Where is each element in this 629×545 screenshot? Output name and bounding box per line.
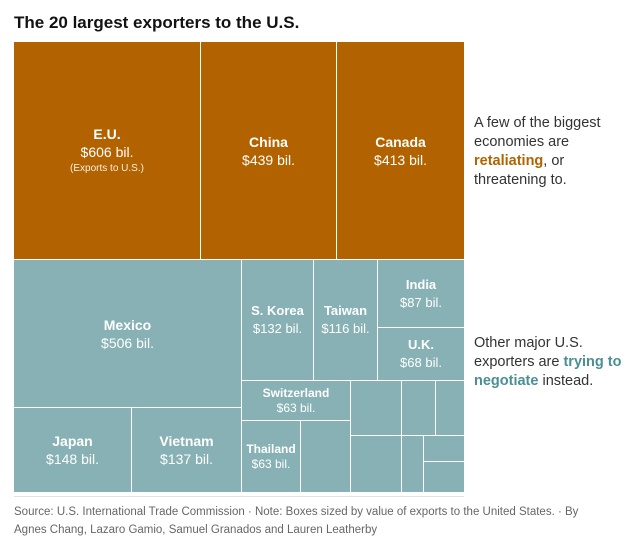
- tile-value: $116 bil.: [321, 321, 370, 336]
- annotation-text: instead.: [538, 373, 594, 389]
- tile-unlabeled: [301, 421, 351, 493]
- tile-label: China: [249, 133, 288, 150]
- tile-label: India: [405, 276, 437, 292]
- tile-uk: U.K. $68 bil.: [378, 328, 465, 381]
- tile-value: $148 bil.: [46, 451, 99, 467]
- tile-label: S. Korea: [251, 303, 304, 318]
- annotation-highlight: trying to negotiate: [474, 354, 622, 389]
- treemap: E.U. $606 bil. (Exports to U.S.) China $…: [14, 42, 465, 493]
- tile-value: $63 bil.: [251, 456, 291, 471]
- tile-china: China $439 bil.: [201, 42, 337, 260]
- tile-eu: E.U. $606 bil. (Exports to U.S.): [14, 42, 201, 260]
- tile-label: Japan: [52, 433, 93, 449]
- tile-label: Taiwan: [323, 303, 368, 318]
- tile-mexico: Mexico $506 bil.: [14, 260, 242, 408]
- tile-label: Canada: [375, 133, 426, 150]
- tile-label: Switzerland: [262, 385, 330, 400]
- chart-title: The 20 largest exporters to the U.S.: [14, 13, 300, 32]
- annotation-text: , or threatening to.: [474, 153, 567, 188]
- source-note: Source: U.S. International Trade Commiss…: [14, 506, 579, 536]
- tile-unlabeled: [351, 436, 402, 493]
- tile-thailand: Thailand $63 bil.: [242, 421, 301, 493]
- tile-value: $137 bil.: [160, 451, 213, 467]
- tile-unlabeled: [351, 381, 402, 436]
- tile-value: $439 bil.: [242, 151, 295, 168]
- annotation-text: Other major U.S. exporters are: [474, 335, 583, 370]
- tile-label: Mexico: [103, 316, 152, 333]
- tile-s-korea: S. Korea $132 bil.: [242, 260, 314, 381]
- tile-label: U.K.: [408, 337, 434, 352]
- tile-value: $506 bil.: [101, 334, 154, 351]
- tile-value: $68 bil.: [400, 355, 442, 370]
- tile-unlabeled: [424, 436, 465, 462]
- tile-label: Vietnam: [159, 433, 214, 449]
- tile-note: (Exports to U.S.): [70, 163, 144, 174]
- tile-switzerland: Switzerland $63 bil.: [242, 381, 351, 421]
- tile-value: $87 bil.: [400, 294, 442, 310]
- tile-vietnam: Vietnam $137 bil.: [132, 408, 242, 493]
- annotation-negotiating: Other major U.S. exporters are trying to…: [474, 334, 624, 391]
- tile-canada: Canada $413 bil.: [337, 42, 465, 260]
- tile-value: $132 bil.: [252, 321, 303, 336]
- tile-unlabeled: [424, 462, 465, 493]
- tile-taiwan: Taiwan $116 bil.: [314, 260, 378, 381]
- tile-value: $413 bil.: [374, 151, 427, 168]
- tile-unlabeled: [402, 381, 436, 436]
- annotation-text: A few of the biggest economies are: [474, 115, 601, 150]
- tile-value: $63 bil.: [276, 400, 316, 415]
- tile-value: $606 bil.: [80, 144, 134, 160]
- divider: [14, 496, 464, 497]
- tile-japan: Japan $148 bil.: [14, 408, 132, 493]
- annotation-retaliating: A few of the biggest economies are retal…: [474, 114, 624, 190]
- tile-label: E.U.: [93, 126, 121, 142]
- tile-india: India $87 bil.: [378, 260, 465, 328]
- annotation-highlight: retaliating: [474, 153, 544, 169]
- tile-unlabeled: [402, 436, 424, 493]
- tile-unlabeled: [436, 381, 465, 436]
- tile-label: Thailand: [246, 441, 296, 456]
